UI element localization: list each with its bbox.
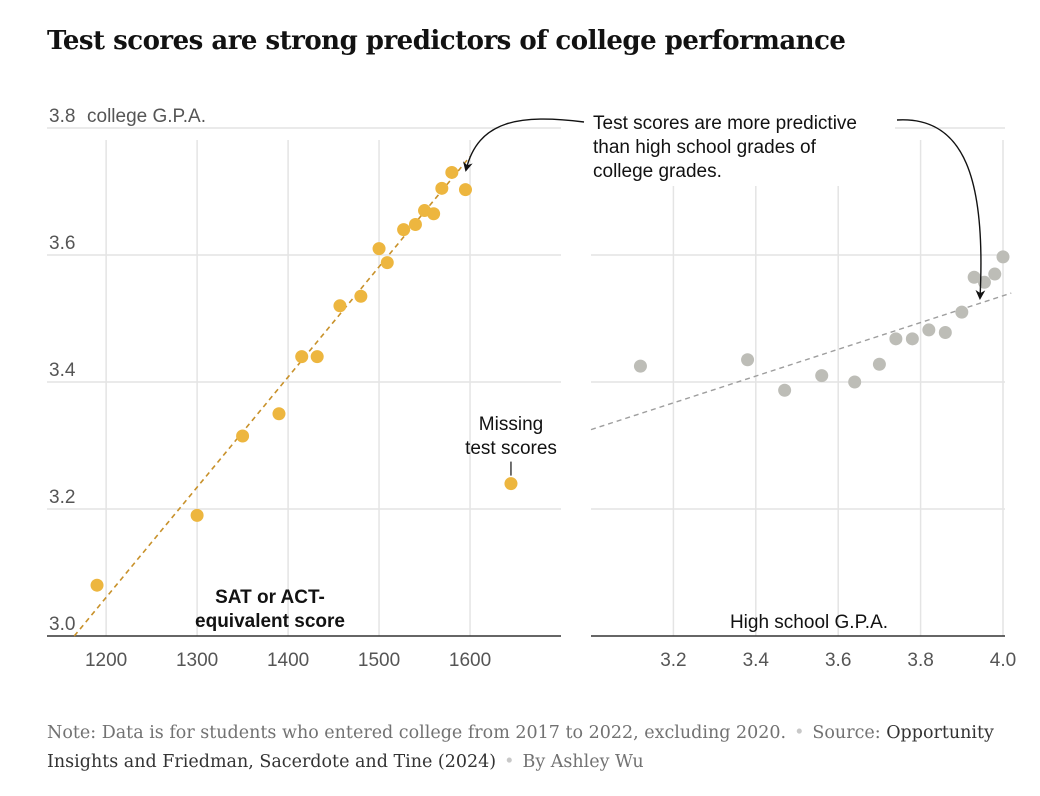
annotation-arrow-right	[896, 119, 986, 300]
data-point	[295, 350, 309, 364]
data-point	[938, 325, 952, 339]
data-point	[397, 223, 411, 237]
data-point	[996, 250, 1010, 264]
data-point	[380, 256, 394, 270]
x-tick-label: 1400	[267, 650, 309, 671]
note-text: Note: Data is for students who entered c…	[47, 723, 787, 743]
y-tick-label: 3.8	[49, 106, 75, 127]
data-point	[872, 357, 886, 371]
data-point	[190, 508, 204, 522]
right-panel: 3.2 3.4 3.6 3.8 4.0 High school G.P.A.	[590, 127, 1016, 671]
data-point	[90, 578, 104, 592]
x-tick-label: 1300	[176, 650, 218, 671]
trend-line	[590, 292, 1012, 431]
x-tick-label: 3.2	[660, 650, 686, 671]
x-tick-label: 3.8	[907, 650, 933, 671]
source-text: Opportunity Insights and Friedman, Sacer…	[47, 723, 994, 772]
data-point	[955, 305, 969, 319]
y-tick-label: 3.0	[49, 614, 75, 635]
data-point	[354, 289, 368, 303]
x-axis-label: SAT or ACT-	[215, 587, 325, 608]
data-point	[988, 267, 1002, 281]
data-point	[967, 270, 981, 284]
annotation-background	[585, 110, 895, 186]
data-point	[435, 181, 449, 195]
x-axis-label: equivalent score	[195, 611, 345, 632]
annotation-group: Test scores are more predictive than high…	[463, 110, 986, 300]
data-point	[458, 183, 472, 197]
data-point	[310, 350, 324, 364]
data-point	[889, 332, 903, 346]
footnote: Note: Data is for students who entered c…	[47, 719, 1007, 777]
x-tick-label: 1200	[85, 650, 127, 671]
data-point	[778, 383, 792, 397]
byline: By Ashley Wu	[522, 752, 644, 772]
data-point	[741, 353, 755, 367]
data-point	[445, 165, 459, 179]
data-point	[372, 242, 386, 256]
trend-line	[73, 156, 471, 637]
data-point	[333, 299, 347, 313]
x-tick-label: 3.6	[825, 650, 851, 671]
x-tick-label: 3.4	[743, 650, 770, 671]
x-axis-label: High school G.P.A.	[730, 612, 888, 633]
data-point	[815, 369, 829, 383]
x-tick-label: 1600	[449, 650, 491, 671]
source-label: Source:	[812, 723, 881, 743]
data-point	[848, 375, 862, 389]
data-point	[408, 218, 422, 232]
data-point	[236, 429, 250, 443]
separator-dot: •	[504, 752, 515, 772]
x-tick-label: 1500	[358, 650, 400, 671]
y-axis-label: college G.P.A.	[87, 106, 206, 127]
separator-dot: •	[794, 723, 805, 743]
data-point	[905, 332, 919, 346]
y-tick-label: 3.2	[49, 487, 75, 508]
y-tick-label: 3.4	[49, 360, 76, 381]
outlier-point	[504, 477, 518, 491]
outlier-label: Missing	[479, 414, 543, 435]
left-panel: 3.0 3.2 3.4 3.6 3.8 college G.P.A. 1200 1300 140…	[47, 106, 561, 671]
outlier-label: test scores	[465, 438, 557, 459]
x-tick-label: 4.0	[990, 650, 1016, 671]
annotation-text: than high school grades of	[593, 137, 817, 158]
annotation-text: college grades.	[593, 161, 722, 182]
chart-title: Test scores are strong predictors of col…	[47, 26, 846, 56]
annotation-arrow-left	[463, 118, 585, 172]
data-point	[922, 323, 936, 337]
data-point	[633, 359, 647, 373]
data-point	[272, 407, 286, 421]
data-point	[427, 207, 441, 221]
annotation-text: Test scores are more predictive	[593, 113, 857, 134]
y-tick-label: 3.6	[49, 233, 75, 254]
